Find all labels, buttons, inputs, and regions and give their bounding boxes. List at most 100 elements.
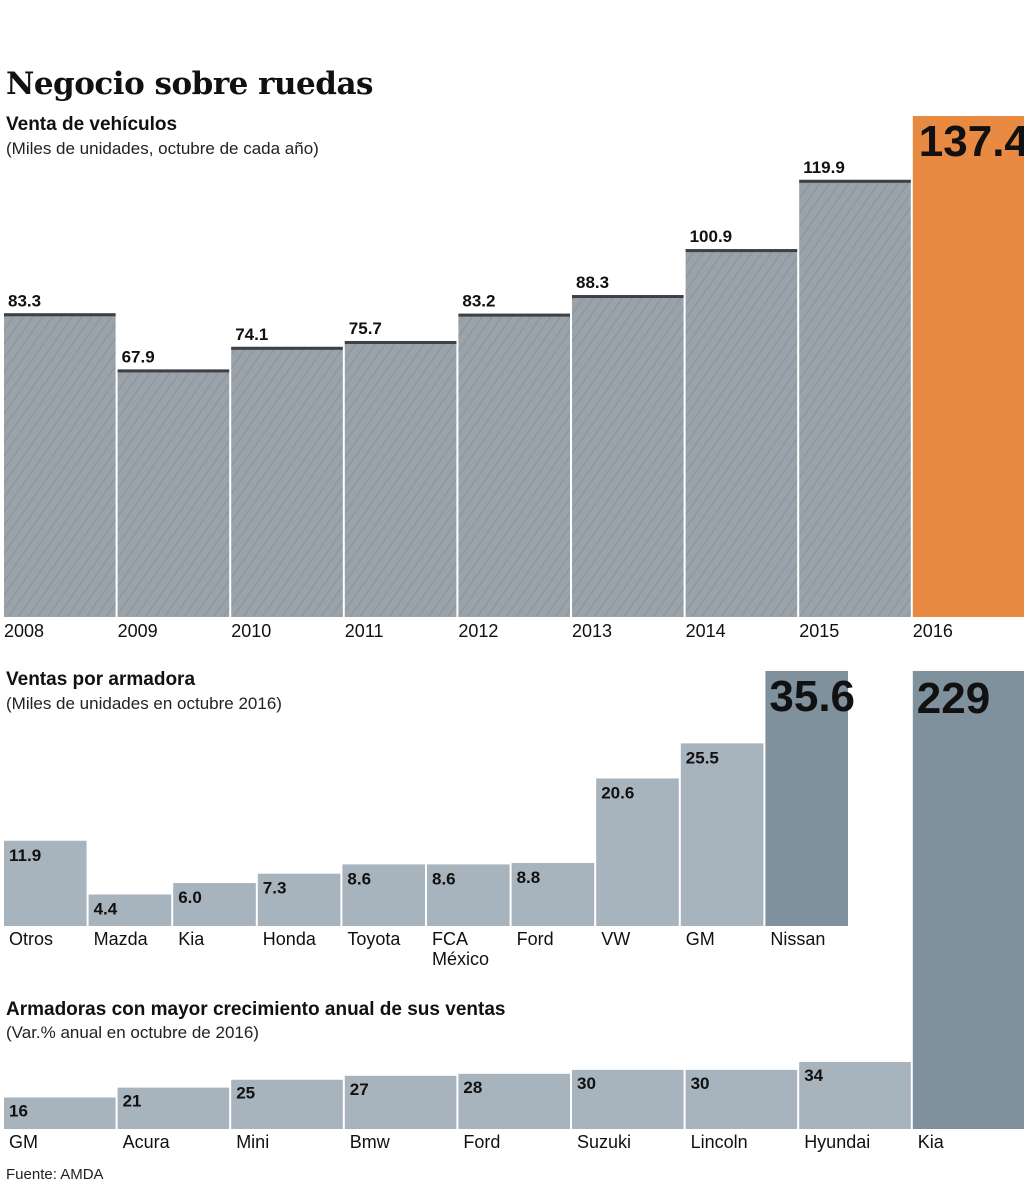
maker-value-label: 25.5	[686, 748, 719, 767]
maker-value-label: 8.8	[517, 868, 541, 887]
growth-category-label: Suzuki	[577, 1132, 631, 1152]
growth-category-label: Lincoln	[691, 1132, 748, 1152]
chart2-title: Ventas por armadora	[6, 669, 196, 690]
growth-value-label: 34	[804, 1066, 823, 1085]
year-tick-label: 2008	[4, 621, 44, 641]
growth-by-maker-chart: 16 GM 21 Acura 25 Mini 27 Bmw 28 Ford 30 Suzuki 30 Li…	[4, 671, 1024, 1152]
maker-category-label: Kia	[178, 929, 205, 949]
maker-bar-GM	[680, 743, 764, 926]
sales-bar-2012	[458, 313, 570, 617]
chart1-subtitle: (Miles de unidades, octubre de cada año)	[6, 139, 319, 158]
growth-value-label: 25	[236, 1084, 255, 1103]
sales-bar-top-edge	[4, 313, 116, 317]
maker-value-label: 4.4	[94, 899, 118, 918]
sales-value-label: 137.4	[919, 117, 1024, 166]
maker-bar-Honda	[257, 873, 341, 926]
growth-bar-Mini	[231, 1079, 343, 1129]
growth-value-label: 30	[577, 1074, 596, 1093]
sales-value-label: 75.7	[349, 319, 382, 338]
growth-category-label: Kia	[918, 1132, 945, 1152]
maker-value-label: 35.6	[769, 672, 855, 721]
sales-bar-2016	[912, 116, 1024, 617]
growth-value-label: 30	[691, 1074, 710, 1093]
growth-value-label: 16	[9, 1101, 28, 1120]
sales-value-label: 119.9	[803, 158, 845, 177]
maker-category-label: Toyota	[347, 929, 401, 949]
maker-value-label: 7.3	[263, 879, 287, 898]
source-note: Fuente: AMDA	[6, 1166, 104, 1183]
maker-bar-FCA México	[427, 864, 510, 926]
vehicle-sales-chart: 83.3 2008 67.9 2009 74.1 2010 75.7 2011 83.2 2012…	[4, 116, 1024, 641]
year-tick-label: 2010	[231, 621, 271, 641]
maker-category-label: VW	[601, 929, 630, 949]
maker-bar-Kia	[173, 883, 256, 926]
growth-bar-Lincoln	[685, 1069, 798, 1129]
year-tick-label: 2012	[458, 621, 498, 641]
sales-bar-2009	[117, 369, 230, 617]
year-tick-label: 2015	[799, 621, 839, 641]
growth-bar-Hyundai	[799, 1062, 911, 1129]
sales-bar-top-edge	[231, 346, 343, 350]
sales-bar-2008	[4, 313, 116, 617]
maker-value-label: 20.6	[601, 783, 634, 802]
year-tick-label: 2013	[572, 621, 612, 641]
sales-value-label: 83.2	[462, 292, 495, 311]
sales-by-maker-chart: 11.9 Otros 4.4 Mazda 6.0 Kia 7.3 Honda 8.6 Toyota…	[4, 671, 855, 969]
sales-bar-2010	[231, 346, 343, 617]
growth-value-label: 27	[350, 1080, 369, 1099]
sales-bar-top-edge	[117, 369, 230, 373]
sales-bar-2013	[572, 295, 684, 617]
maker-bar-Toyota	[342, 864, 425, 926]
sales-value-label: 74.1	[235, 325, 268, 344]
maker-category-label: GM	[686, 929, 715, 949]
maker-category-label: Otros	[9, 929, 53, 949]
maker-category-label: México	[432, 949, 489, 969]
maker-category-label: Ford	[517, 929, 554, 949]
growth-category-label: GM	[9, 1132, 38, 1152]
year-tick-label: 2016	[913, 621, 953, 641]
sales-bar-2015	[799, 179, 911, 617]
growth-bar-GM	[4, 1097, 116, 1129]
growth-category-label: Bmw	[350, 1132, 391, 1152]
maker-category-label: Honda	[263, 929, 317, 949]
sales-bar-top-edge	[458, 313, 570, 317]
maker-category-label: Mazda	[94, 929, 149, 949]
growth-value-label: 21	[123, 1092, 142, 1111]
sales-value-label: 83.3	[8, 291, 41, 310]
growth-category-label: Acura	[123, 1132, 171, 1152]
maker-value-label: 6.0	[178, 888, 202, 907]
maker-bar-Nissan	[765, 671, 848, 926]
year-tick-label: 2009	[118, 621, 158, 641]
sales-value-label: 88.3	[576, 273, 609, 292]
chart3-subtitle: (Var.% anual en octubre de 2016)	[6, 1023, 259, 1042]
maker-bar-Otros	[4, 840, 87, 926]
sales-bar-top-edge	[799, 179, 911, 183]
maker-category-label: FCA	[432, 929, 468, 949]
growth-bar-Ford	[458, 1073, 570, 1129]
chart3-title: Armadoras con mayor crecimiento anual de…	[6, 999, 506, 1020]
growth-value-label: 229	[917, 674, 990, 723]
maker-value-label: 8.6	[432, 869, 456, 888]
year-tick-label: 2011	[345, 621, 384, 641]
year-tick-label: 2014	[686, 621, 726, 641]
maker-value-label: 11.9	[9, 846, 41, 865]
sales-value-label: 100.9	[690, 227, 733, 246]
maker-bar-Ford	[511, 862, 595, 926]
sales-bar-2014	[685, 249, 798, 617]
growth-bar-Bmw	[344, 1075, 457, 1129]
growth-category-label: Hyundai	[804, 1132, 870, 1152]
growth-value-label: 28	[463, 1078, 482, 1097]
chart2-subtitle: (Miles de unidades en octubre 2016)	[6, 694, 282, 713]
sales-value-label: 67.9	[122, 347, 155, 366]
sales-bar-top-edge	[685, 249, 798, 253]
growth-category-label: Mini	[236, 1132, 269, 1152]
growth-category-label: Ford	[463, 1132, 500, 1152]
chart1-title: Venta de vehículos	[6, 114, 178, 135]
page-title: Negocio sobre ruedas	[6, 66, 374, 102]
sales-bar-2011	[344, 340, 457, 617]
growth-bar-Acura	[117, 1087, 230, 1129]
growth-bar-Kia	[912, 671, 1024, 1129]
maker-category-label: Nissan	[770, 929, 825, 949]
